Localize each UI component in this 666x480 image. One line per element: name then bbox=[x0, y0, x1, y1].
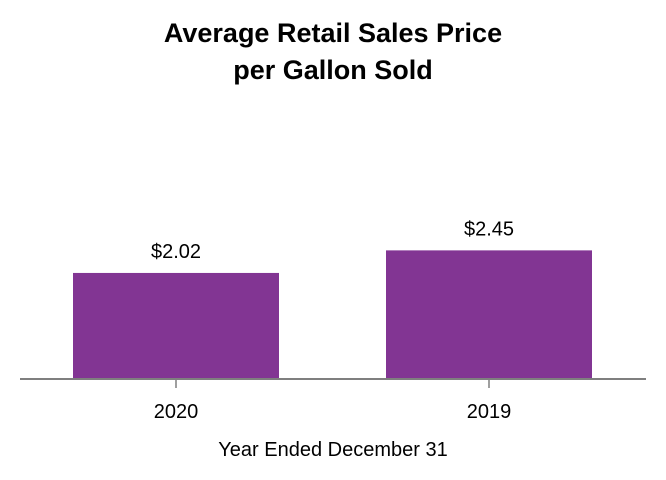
bar-2020 bbox=[73, 272, 279, 379]
chart-title-line-2: per Gallon Sold bbox=[233, 55, 433, 85]
chart-title-line-1: Average Retail Sales Price bbox=[164, 18, 502, 48]
x-tick-label-2019: 2019 bbox=[467, 401, 512, 423]
bar-2019 bbox=[386, 250, 592, 379]
x-axis-label: Year Ended December 31 bbox=[218, 439, 447, 461]
value-label-2020: $2.02 bbox=[151, 241, 201, 263]
plot-area: $2.02 2020 $2.45 2019 bbox=[20, 218, 646, 423]
x-tick-label-2020: 2020 bbox=[154, 401, 199, 423]
value-label-2019: $2.45 bbox=[464, 218, 514, 240]
